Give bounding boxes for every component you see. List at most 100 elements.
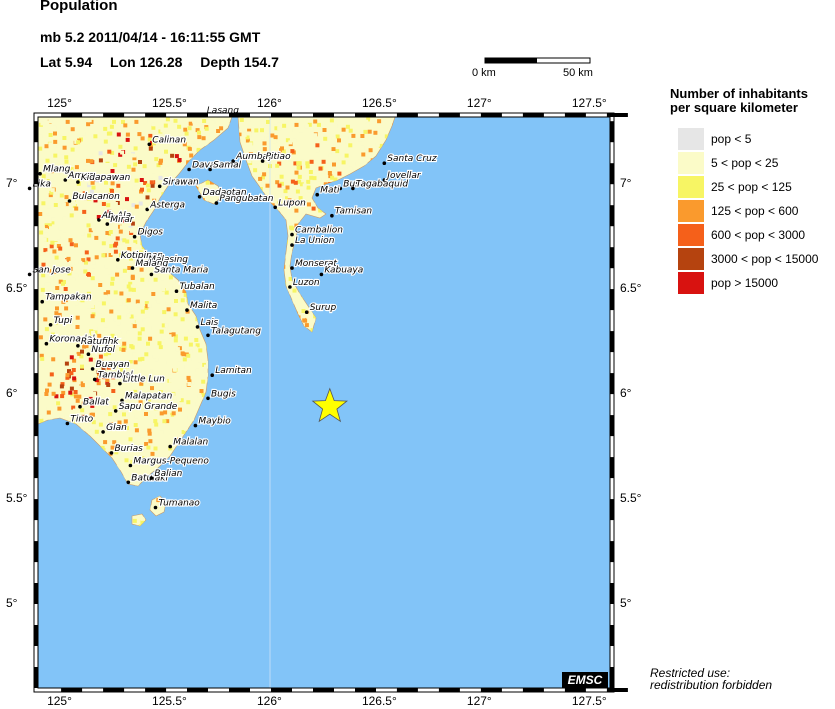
- place-label: Malita: [190, 301, 217, 311]
- place-dot: [168, 444, 172, 449]
- place-label: Margus-Pequeno: [133, 457, 209, 467]
- place-marker: Mati: [315, 185, 341, 197]
- place-marker: Amas: [63, 170, 95, 182]
- places: LasangCalinanDavaoSamalAumbayPitiaoMlang…: [27, 105, 438, 510]
- legend-label: pop < 5: [711, 132, 752, 146]
- place-label: Bugis: [211, 389, 236, 399]
- lon-tick-label: 126°: [256, 96, 282, 110]
- place-label: Monserat: [295, 259, 337, 269]
- legend-label: 125 < pop < 600: [711, 204, 799, 218]
- legend-item: pop > 15000: [678, 272, 835, 294]
- lat-tick-label: 5.5°: [620, 491, 642, 506]
- place-marker: Balian: [149, 468, 184, 480]
- place-marker: Malapatan: [120, 390, 174, 402]
- place-marker: Mirar: [105, 214, 136, 226]
- legend-label: 600 < pop < 3000: [711, 228, 806, 242]
- place-dot: [288, 285, 292, 289]
- place-label: Lupon: [278, 198, 306, 208]
- lon-tick-label: 126°: [256, 694, 282, 708]
- place-label: Sapu Grande: [119, 402, 178, 412]
- place-label: Kotipinan: [121, 251, 164, 261]
- lon-tick-label: 125°: [47, 694, 72, 708]
- place-label: Malasing: [148, 255, 188, 265]
- place-label: Malapatan: [125, 391, 173, 401]
- place-label: Sirawan: [163, 177, 199, 187]
- place-marker: Buso: [338, 178, 367, 190]
- place-dot: [273, 205, 278, 210]
- place-label: Surup: [310, 303, 337, 313]
- event-location: Lat 5.94 Lon 126.28 Depth 154.7: [40, 54, 293, 70]
- place-marker: Calinan: [147, 134, 187, 147]
- lon-tick-label: 125.5°: [152, 96, 187, 110]
- place-label: La Union: [295, 236, 335, 246]
- place-dot: [157, 184, 162, 189]
- legend-label: 5 < pop < 25: [711, 156, 779, 170]
- place-marker: Cambalion: [290, 225, 344, 237]
- place-marker: Kidapawan: [76, 172, 132, 184]
- place-marker: Ratufihk: [76, 336, 121, 348]
- place-marker: Digos: [132, 227, 164, 239]
- place-dot: [65, 421, 70, 426]
- place-marker: Samal: [208, 159, 243, 172]
- place-dot: [40, 299, 44, 304]
- legend-swatch: [678, 248, 704, 270]
- place-marker: Tampakan: [40, 292, 93, 304]
- place-dot: [174, 289, 179, 294]
- legend-label: 25 < pop < 125: [711, 180, 792, 194]
- place-marker: Luzon: [288, 277, 321, 289]
- place-dot: [132, 234, 137, 239]
- place-label: Malang: [136, 259, 169, 269]
- legend-item: 600 < pop < 3000: [678, 224, 835, 246]
- place-label: Calinan: [152, 135, 186, 145]
- legend-swatch: [678, 272, 704, 294]
- event-latitude: Lat 5.94: [40, 54, 93, 70]
- place-dot: [206, 396, 210, 401]
- lon-tick-label: 126.5°: [361, 694, 397, 708]
- legend-swatch: [678, 128, 704, 150]
- place-dot: [149, 476, 154, 480]
- legend-label: pop > 15000: [711, 276, 779, 290]
- place-marker: Santa Maria: [149, 264, 209, 277]
- place-label: Santa Maria: [154, 265, 208, 275]
- place-label: Buayan: [96, 360, 130, 370]
- place-dot: [149, 272, 154, 277]
- place-marker: Margus-Pequeno: [128, 455, 210, 468]
- place-label: Glan: [106, 423, 127, 433]
- place-marker: Nufol: [86, 344, 117, 356]
- place-marker: Dadaotan: [197, 187, 248, 199]
- place-dot: [97, 218, 101, 222]
- place-label: Davao: [192, 161, 221, 171]
- legend-swatch: [678, 200, 704, 222]
- place-marker: Jovellar: [382, 170, 423, 182]
- legend-item: 125 < pop < 600: [678, 200, 835, 222]
- place-dot: [76, 344, 80, 348]
- legend-title-line1: Number of inhabitants: [670, 86, 808, 101]
- lat-tick-label: 5°: [6, 596, 18, 611]
- place-label: Koronadal: [49, 335, 95, 345]
- place-label: Buso: [343, 179, 366, 189]
- place-label: Kabuaya: [324, 265, 363, 275]
- place-dot: [63, 178, 68, 182]
- lat-tick-label: 6°: [6, 386, 18, 401]
- place-dot: [147, 142, 152, 147]
- lat-tick-label: 7°: [6, 176, 18, 191]
- place-marker: Koronadal: [44, 334, 96, 346]
- place-label: Ratufihk: [81, 337, 120, 347]
- place-dot: [193, 423, 198, 428]
- place-dot: [27, 272, 32, 277]
- place-dot: [44, 341, 49, 346]
- place-dot: [67, 199, 72, 203]
- scale-bar-start-label: 0 km: [472, 67, 496, 79]
- lon-tick-label: 127.5°: [571, 96, 607, 110]
- place-label: Lamitan: [215, 366, 252, 376]
- place-dot: [38, 171, 42, 176]
- place-label: Little Lun: [123, 375, 165, 385]
- lat-tick-label: 7°: [620, 176, 632, 191]
- place-marker: Davao: [187, 159, 222, 172]
- place-label: Santa Cruz: [387, 154, 437, 164]
- place-marker: Surup: [304, 302, 338, 314]
- map-title: Population: [40, 0, 118, 14]
- place-label: Lais: [201, 318, 219, 328]
- place-label: Tamblel: [98, 370, 134, 380]
- place-dot: [90, 367, 95, 371]
